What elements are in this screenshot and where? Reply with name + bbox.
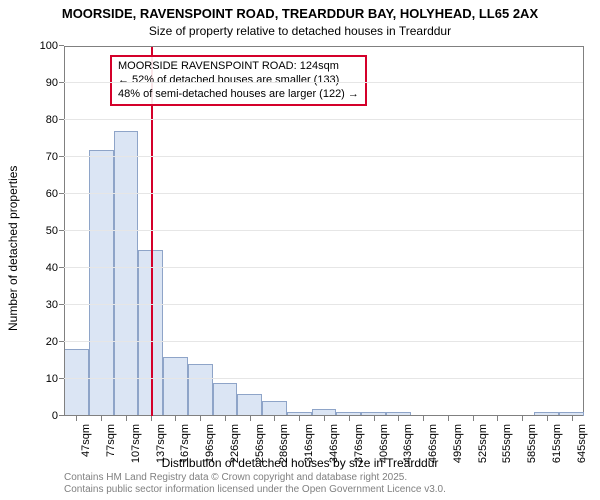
y-tick-label: 80 [46, 114, 58, 126]
x-tick [200, 416, 201, 421]
gridline [64, 156, 583, 157]
x-tick [274, 416, 275, 421]
bar [64, 349, 89, 416]
footer: Contains HM Land Registry data © Crown c… [64, 472, 446, 496]
x-tick-label: 77sqm [105, 424, 117, 457]
bar [262, 401, 287, 416]
footer-line1: Contains HM Land Registry data © Crown c… [64, 472, 446, 484]
y-tick [59, 304, 64, 305]
y-tick [59, 230, 64, 231]
bar [163, 357, 188, 416]
y-tick-label: 70 [46, 151, 58, 163]
gridline [64, 82, 583, 83]
callout-line2: ← 52% of detached houses are smaller (13… [118, 74, 359, 88]
bar [114, 131, 139, 416]
gridline [64, 193, 583, 194]
gridline [64, 230, 583, 231]
y-tick [59, 119, 64, 120]
plot-area: MOORSIDE RAVENSPOINT ROAD: 124sqm ← 52% … [64, 46, 584, 416]
x-tick [448, 416, 449, 421]
x-tick [250, 416, 251, 421]
bar [237, 394, 262, 416]
reference-callout: MOORSIDE RAVENSPOINT ROAD: 124sqm ← 52% … [110, 55, 367, 106]
gridline [64, 119, 583, 120]
y-tick-label: 50 [46, 225, 58, 237]
chart-title-line1: MOORSIDE, RAVENSPOINT ROAD, TREARDDUR BA… [0, 6, 600, 21]
y-tick [59, 378, 64, 379]
bar [213, 383, 238, 416]
y-tick [59, 45, 64, 46]
x-tick-label: 47sqm [80, 424, 92, 457]
x-axis-label: Distribution of detached houses by size … [0, 456, 600, 470]
y-axis-label: Number of detached properties [6, 166, 20, 331]
gridline [64, 304, 583, 305]
figure: MOORSIDE, RAVENSPOINT ROAD, TREARDDUR BA… [0, 0, 600, 500]
bar [188, 364, 213, 416]
y-tick-label: 40 [46, 262, 58, 274]
x-tick [423, 416, 424, 421]
y-tick-label: 100 [40, 40, 58, 52]
x-tick [398, 416, 399, 421]
gridline [64, 378, 583, 379]
gridline [64, 341, 583, 342]
y-axis-line [64, 47, 65, 416]
callout-line1: MOORSIDE RAVENSPOINT ROAD: 124sqm [118, 60, 359, 74]
y-tick [59, 415, 64, 416]
y-tick-label: 90 [46, 77, 58, 89]
bar [89, 150, 114, 416]
y-tick [59, 193, 64, 194]
y-tick-label: 10 [46, 373, 58, 385]
y-tick-label: 30 [46, 299, 58, 311]
x-tick [497, 416, 498, 421]
x-tick [522, 416, 523, 421]
x-tick [101, 416, 102, 421]
y-tick-label: 20 [46, 336, 58, 348]
x-tick [76, 416, 77, 421]
x-tick [547, 416, 548, 421]
y-tick-label: 60 [46, 188, 58, 200]
gridline [64, 267, 583, 268]
x-tick [175, 416, 176, 421]
x-tick [349, 416, 350, 421]
x-tick [126, 416, 127, 421]
y-tick-label: 0 [52, 410, 58, 422]
x-tick [374, 416, 375, 421]
x-tick [324, 416, 325, 421]
y-tick [59, 82, 64, 83]
x-tick [299, 416, 300, 421]
x-tick [572, 416, 573, 421]
x-tick [225, 416, 226, 421]
y-tick [59, 267, 64, 268]
y-tick [59, 341, 64, 342]
x-tick [151, 416, 152, 421]
footer-line2: Contains public sector information licen… [64, 484, 446, 496]
callout-line3: 48% of semi-detached houses are larger (… [118, 88, 359, 102]
chart-title-line2: Size of property relative to detached ho… [0, 24, 600, 38]
y-tick [59, 156, 64, 157]
x-tick [473, 416, 474, 421]
